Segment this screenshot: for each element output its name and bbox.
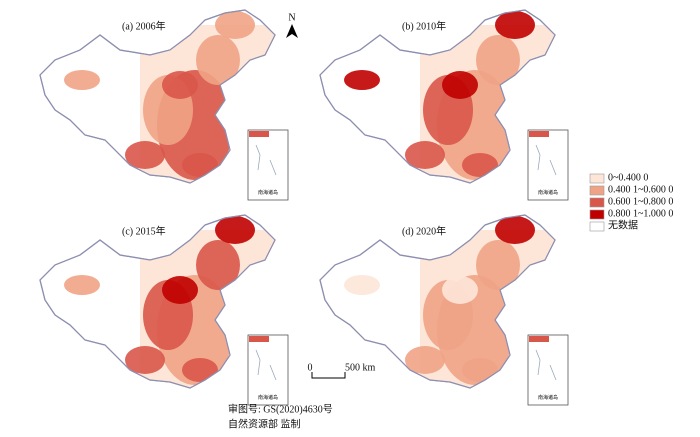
inset-label: 南海诸岛 [258, 394, 278, 401]
legend-swatch [589, 185, 605, 196]
region [182, 358, 218, 382]
footer-line: 自然资源部 监制 [228, 417, 301, 430]
north-label: N [288, 12, 295, 23]
scale-distance: 500 km [345, 362, 376, 373]
region [196, 240, 240, 290]
region [196, 35, 240, 85]
legend-label: 0~0.400 0 [608, 172, 648, 183]
inset-label: 南海诸岛 [538, 189, 558, 196]
region [442, 71, 478, 99]
north-arrow: N [286, 12, 298, 38]
legend-swatch [589, 197, 605, 208]
region [405, 141, 445, 169]
region [215, 11, 255, 39]
region [405, 346, 445, 374]
panel-label: (d) 2020年 [402, 224, 446, 237]
region [64, 275, 100, 295]
legend-label: 无数据 [608, 218, 638, 231]
inset-frame [527, 334, 569, 406]
region [125, 141, 165, 169]
inset-islands [535, 144, 557, 176]
inset-frame [527, 129, 569, 201]
region [162, 276, 198, 304]
region [495, 216, 535, 244]
scale-bar: 0 500 km [308, 362, 376, 379]
panel-label: (a) 2006年 [122, 19, 166, 32]
inset-land [529, 131, 549, 137]
inset-islands [255, 144, 277, 176]
region [344, 275, 380, 295]
legend-swatch [589, 209, 605, 220]
inset-islands [535, 349, 557, 381]
legend-swatch [589, 221, 605, 232]
region [125, 346, 165, 374]
panel-label: (b) 2010年 [402, 19, 446, 32]
region [495, 11, 535, 39]
country-outline [319, 9, 556, 184]
region [182, 153, 218, 177]
region [162, 71, 198, 99]
inset-label: 南海诸岛 [538, 394, 558, 401]
scale-zero: 0 [308, 362, 313, 373]
panel-label: (c) 2015年 [122, 224, 166, 237]
region [215, 216, 255, 244]
region [462, 153, 498, 177]
region [462, 358, 498, 382]
inset-land [529, 336, 549, 342]
country-outline [319, 214, 556, 389]
country-outline [39, 9, 276, 184]
inset-frame [247, 129, 289, 201]
legend-label: 0.600 1~0.800 0 [608, 196, 673, 207]
region [344, 70, 380, 90]
inset-label: 南海诸岛 [258, 189, 278, 196]
inset-islands [255, 349, 277, 381]
inset-land [249, 131, 269, 137]
legend: 0~0.400 00.400 1~0.600 00.600 1~0.800 00… [589, 172, 673, 232]
country-outline [39, 214, 276, 389]
inset-land [249, 336, 269, 342]
footer-line: 审图号: GS(2020)4630号 [228, 402, 333, 415]
legend-label: 0.800 1~1.000 0 [608, 208, 673, 219]
region [442, 276, 478, 304]
region [64, 70, 100, 90]
region [476, 240, 520, 290]
legend-label: 0.400 1~0.600 0 [608, 184, 673, 195]
region [476, 35, 520, 85]
inset-frame [247, 334, 289, 406]
legend-swatch [589, 173, 605, 184]
